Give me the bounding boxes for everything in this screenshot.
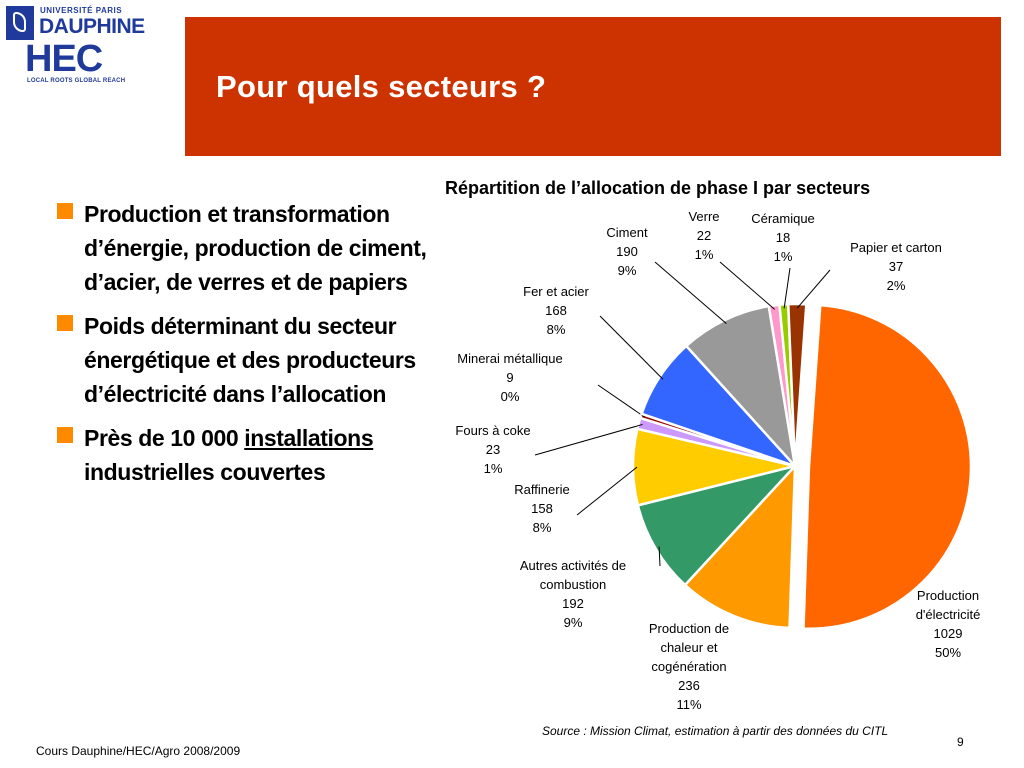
bullet-text-start: Près de 10 000 [84, 425, 245, 451]
dauphine-crest-icon [6, 6, 34, 40]
slice-percent-label: 2% [887, 278, 906, 293]
bullet-square-icon [57, 315, 73, 331]
bullet-text-end: industrielles couvertes [84, 459, 326, 485]
chart-title: Répartition de l’allocation de phase I p… [445, 178, 871, 198]
hec-logo-name: HEC [25, 38, 103, 80]
bullet-text-underlined: installations [244, 425, 374, 451]
slice-percent-label: 1% [695, 247, 714, 262]
hec-logo: HEC LOCAL ROOTS GLOBAL REACH [25, 38, 135, 88]
slice-label: combustion [540, 577, 606, 592]
slice-value-label: 37 [889, 259, 903, 274]
slice-value-label: 1029 [934, 626, 963, 641]
pie-slice [684, 304, 797, 470]
slice-label: Verre [688, 209, 719, 224]
slice-value-label: 22 [697, 228, 711, 243]
bullet-item: Près de 10 000 installations industriell… [57, 421, 437, 489]
page-number: 9 [957, 735, 964, 749]
slice-percent-label: 11% [676, 697, 701, 712]
slice-value-label: 158 [531, 501, 553, 516]
dauphine-logo-name: DAUPHINE [39, 15, 145, 38]
leader-line [654, 261, 727, 325]
dauphine-logo: UNIVERSITÉ PARIS DAUPHINE [6, 4, 145, 42]
slice-label: Céramique [751, 211, 815, 226]
slice-label: Papier et carton [850, 240, 942, 255]
leader-line [534, 423, 643, 456]
slice-label: chaleur et [660, 640, 717, 655]
hec-logo-tagline: LOCAL ROOTS GLOBAL REACH [27, 78, 126, 84]
slice-percent-label: 8% [533, 520, 552, 535]
bullet-square-icon [57, 203, 73, 219]
slice-percent-label: 8% [547, 322, 566, 337]
slice-percent-label: 50% [935, 645, 961, 660]
leader-line [719, 261, 775, 310]
slice-value-label: 192 [562, 596, 584, 611]
slice-value-label: 190 [616, 244, 638, 259]
leader-line [597, 384, 646, 418]
slice-label: Fer et acier [523, 284, 589, 299]
slice-value-label: 23 [486, 442, 500, 457]
bullet-text: Production et transformation d’énergie, … [84, 201, 427, 295]
slice-label: Ciment [606, 225, 648, 240]
slice-label: Production de [649, 621, 729, 636]
leader-line [658, 546, 661, 567]
slice-value-label: 168 [545, 303, 567, 318]
slice-value-label: 18 [776, 230, 790, 245]
bullet-item: Poids déterminant du secteur énergétique… [57, 309, 437, 411]
leader-line [576, 466, 638, 516]
bullet-item: Production et transformation d’énergie, … [57, 197, 437, 299]
leader-line [599, 315, 664, 380]
pie-slice [786, 302, 808, 467]
slice-label: Production [917, 588, 979, 603]
bullet-square-icon [57, 427, 73, 443]
dauphine-logo-subtitle: UNIVERSITÉ PARIS [40, 6, 123, 15]
pie-slice [802, 303, 973, 630]
leader-line [796, 269, 831, 309]
footer-course: Cours Dauphine/HEC/Agro 2008/2009 [36, 744, 241, 758]
slice-label: Raffinerie [514, 482, 569, 497]
slice-value-label: 9 [506, 370, 513, 385]
bullet-text: Poids déterminant du secteur énergétique… [84, 313, 416, 407]
slice-label: cogénération [651, 659, 726, 674]
slice-label: Autres activités de [520, 558, 626, 573]
slide-title: Pour quels secteurs ? [216, 69, 547, 104]
slice-percent-label: 9% [564, 615, 583, 630]
leader-line [783, 267, 791, 309]
pie-slice [683, 462, 797, 630]
slice-value-label: 236 [678, 678, 700, 693]
slice-label: Minerai métallique [457, 351, 563, 366]
slice-percent-label: 9% [618, 263, 637, 278]
chart-source: Source : Mission Climat, estimation à pa… [542, 724, 889, 738]
slice-percent-label: 1% [484, 461, 503, 476]
slice-percent-label: 1% [774, 249, 793, 264]
bullet-list: Production et transformation d’énergie, … [57, 197, 437, 499]
slice-percent-label: 0% [501, 389, 520, 404]
title-banner: Pour quels secteurs ? [185, 17, 1001, 156]
slice-label: Fours à coke [455, 423, 530, 438]
slice-label: d'électricité [916, 607, 981, 622]
